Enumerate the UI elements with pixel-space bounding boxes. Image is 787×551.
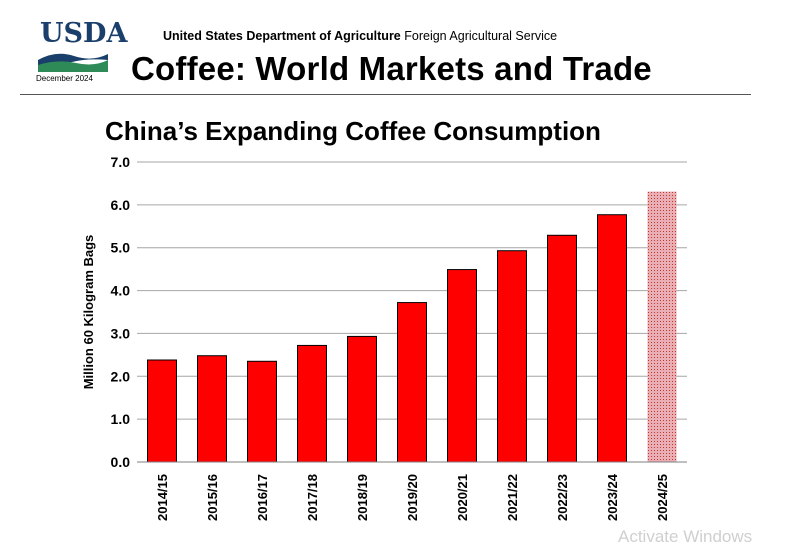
x-tick-label: 2016/17 [255,474,270,521]
forecast-bar [647,191,677,463]
agency-line: United States Department of Agriculture … [163,29,557,43]
y-axis-title: Million 60 Kilogram Bags [81,235,96,390]
bar [497,250,527,463]
x-tick-label: 2021/22 [505,474,520,521]
y-tick-label: 0.0 [111,454,131,470]
y-tick-label: 7.0 [111,154,131,170]
service-name: Foreign Agricultural Service [404,29,558,43]
bar [297,344,327,463]
x-tick-label: 2023/24 [605,473,620,521]
usda-logo: USDA [36,18,127,78]
usda-logo-text: USDA [40,18,128,49]
report-title: Coffee: World Markets and Trade [131,50,652,87]
x-tick-label: 2018/19 [355,474,370,521]
bar [447,269,477,463]
x-tick-label: 2017/18 [305,474,320,521]
chart-title: China’s Expanding Coffee Consumption [105,116,601,146]
bar [347,335,377,463]
y-tick-label: 5.0 [111,240,131,256]
y-tick-label: 3.0 [111,325,131,341]
x-tick-label: 2014/15 [155,474,170,521]
bar [247,360,277,463]
x-tick-label: 2024/25 [655,474,670,521]
x-tick-label: 2019/20 [405,474,420,521]
bar [397,302,427,463]
bar [147,359,177,463]
y-tick-label: 2.0 [111,368,131,384]
y-tick-label: 1.0 [111,411,131,427]
department-name: United States Department of Agriculture [163,29,401,43]
header-divider [20,94,751,95]
bar [597,214,627,463]
report-date: December 2024 [36,74,93,83]
bar [197,355,227,463]
x-tick-label: 2020/21 [455,474,470,521]
x-tick-label: 2015/16 [205,474,220,521]
y-tick-label: 4.0 [111,283,131,299]
usda-landscape-icon [38,53,108,72]
x-tick-label: 2022/23 [555,474,570,521]
bar [547,234,577,463]
activation-watermark: Activate Windows [618,527,753,546]
y-tick-label: 6.0 [111,197,131,213]
